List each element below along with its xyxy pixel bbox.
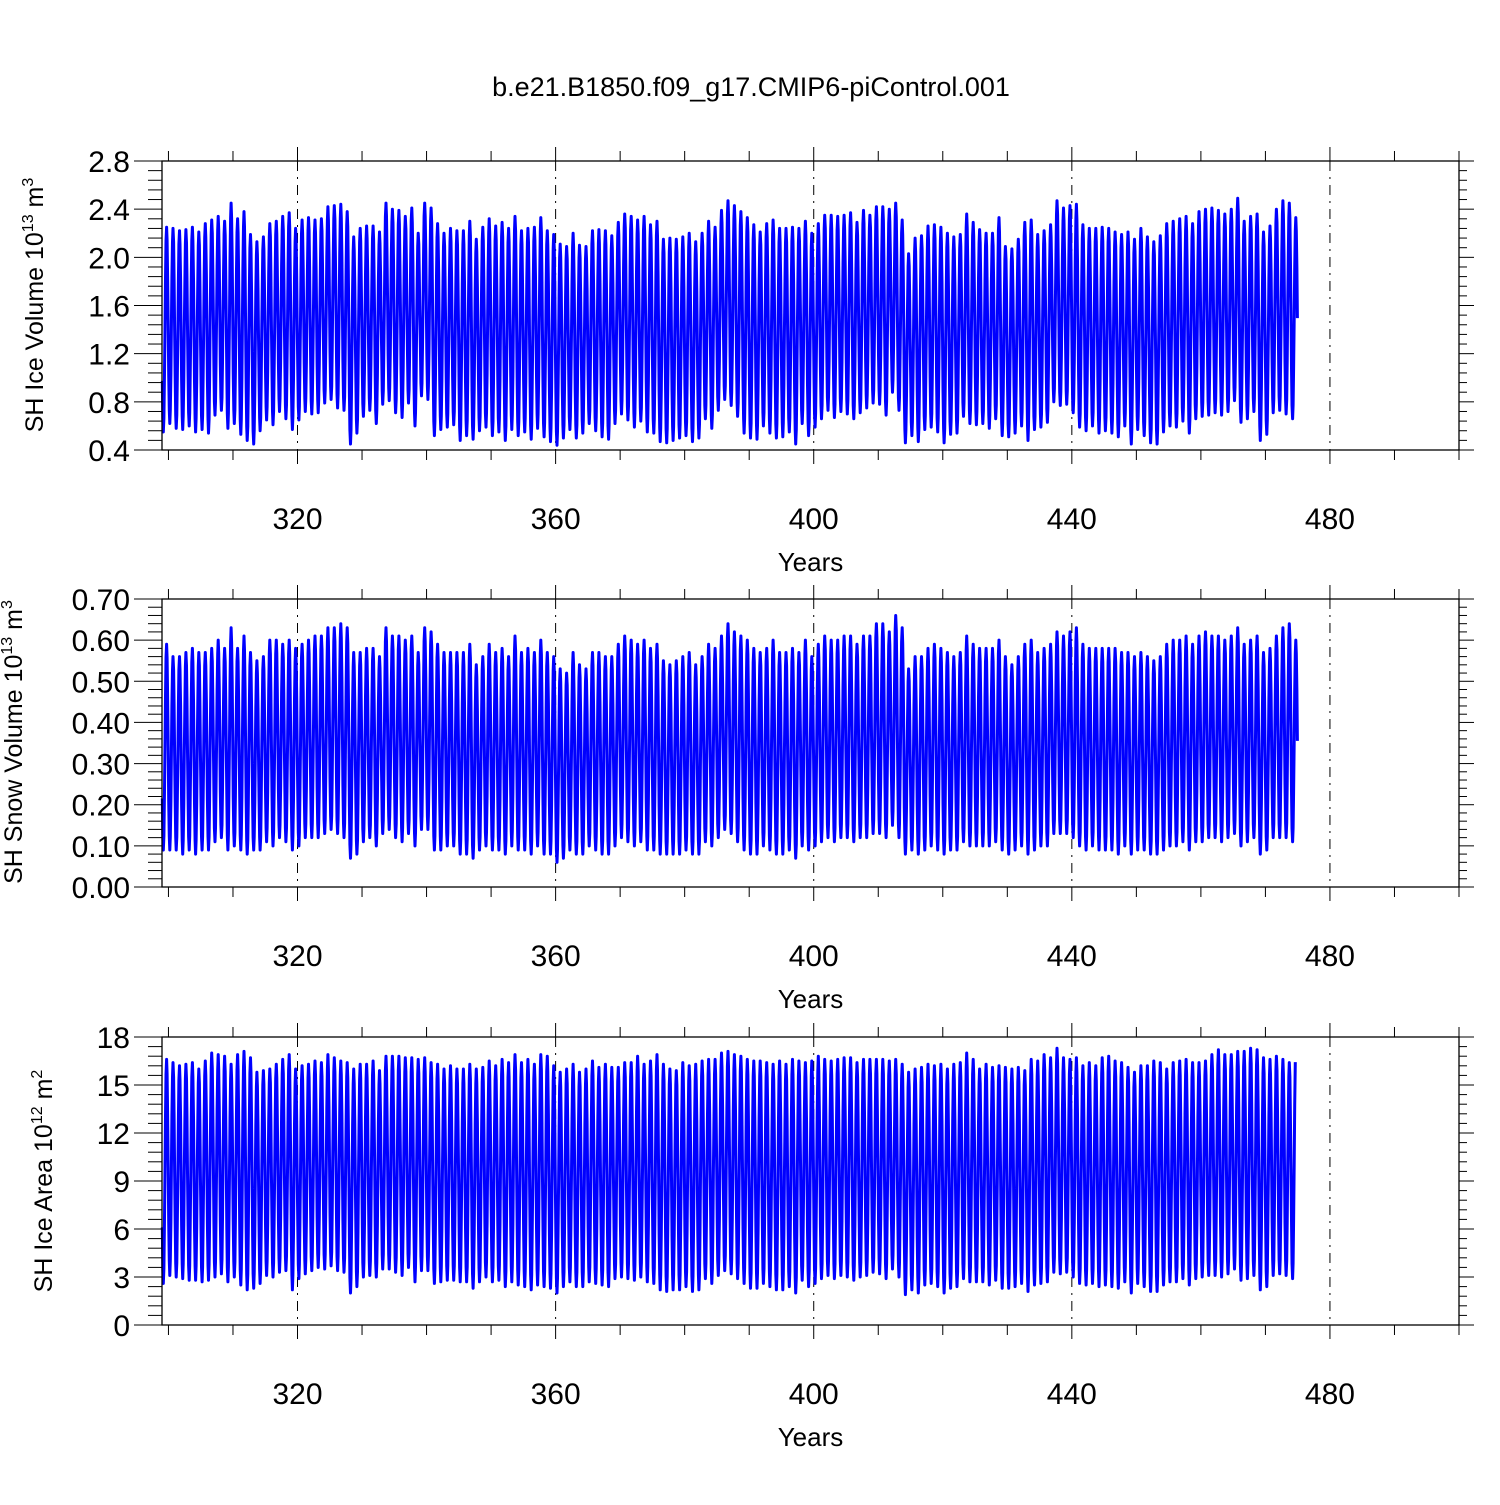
y-axis-label-unit-exponent: 3: [20, 178, 37, 187]
panel-sh-ice-area: 0 3 6 9 12 15 18 320 360 400 440 480 Years SH Ice Are…: [29, 1022, 1474, 1452]
y-tick-label: 9: [113, 1166, 130, 1199]
y-tick-label: 2.4: [88, 194, 130, 227]
x-tick-label: 360: [531, 503, 581, 536]
x-tick-label: 320: [272, 1378, 322, 1411]
y-axis-label-main: SH Snow Volume 10: [0, 655, 28, 884]
y-tick-label: 0.8: [88, 387, 130, 420]
y-axis-label-main: SH Ice Volume 10: [21, 232, 49, 432]
x-tick-label: 320: [272, 503, 322, 536]
data-series-line: [160, 614, 1299, 864]
x-tick-label: 400: [789, 503, 839, 536]
y-axis-label-exponent: 12: [29, 1106, 46, 1124]
x-tick-label: 440: [1047, 503, 1097, 536]
panel-sh-snow-volume: 0.00 0.10 0.20 0.30 0.40 0.50 0.60 0.70 320 360 40…: [0, 584, 1474, 1014]
y-tick-label: 0.10: [72, 831, 130, 864]
y-tick-label: 0.40: [72, 707, 130, 740]
x-tick-label: 400: [789, 940, 839, 973]
y-tick-label: 2.0: [88, 242, 130, 275]
y-axis-label-unit: m: [21, 187, 49, 215]
x-tick-label: 320: [272, 940, 322, 973]
y-tick-label: 0.4: [88, 435, 130, 468]
figure-title: b.e21.B1850.f09_g17.CMIP6-piControl.001: [492, 72, 1010, 102]
x-tick-label: 480: [1305, 503, 1355, 536]
x-tick-label: 480: [1305, 1378, 1355, 1411]
y-axis-label-exponent: 13: [20, 214, 37, 232]
y-axis-label-unit-exponent: 2: [29, 1070, 46, 1079]
y-tick-label: 1.2: [88, 339, 130, 372]
y-tick-label: 18: [97, 1022, 130, 1055]
x-tick-label: 440: [1047, 1378, 1097, 1411]
x-axis-label: Years: [778, 1422, 844, 1452]
y-axis-label-unit: m: [30, 1079, 58, 1107]
y-tick-label: 0.60: [72, 625, 130, 658]
x-tick-label: 400: [789, 1378, 839, 1411]
y-axis-label-unit: m: [0, 609, 28, 637]
y-tick-label: 0.50: [72, 666, 130, 699]
y-tick-label: 6: [113, 1214, 130, 1247]
x-tick-label: 480: [1305, 940, 1355, 973]
data-series-line: [160, 1046, 1297, 1297]
y-axis-label-main: SH Ice Area 10: [30, 1124, 58, 1292]
y-axis-label: SH Ice Volume 1013 m3: [20, 178, 49, 433]
y-axis-label-unit-exponent: 3: [0, 600, 16, 609]
y-tick-label: 1.6: [88, 291, 130, 324]
y-tick-label: 3: [113, 1262, 130, 1295]
panel-sh-ice-volume: 0.4 0.8 1.2 1.6 2.0 2.4 2.8 320 360 400 440 480 Year…: [20, 146, 1474, 577]
x-axis-label: Years: [778, 547, 844, 577]
y-tick-label: 0.00: [72, 872, 130, 905]
y-tick-label: 12: [97, 1118, 130, 1151]
y-tick-label: 0.70: [72, 584, 130, 617]
y-tick-label: 0.20: [72, 790, 130, 823]
y-axis-label-exponent: 13: [0, 637, 16, 655]
x-tick-label: 440: [1047, 940, 1097, 973]
plot-frame: [161, 598, 1460, 888]
x-tick-label: 360: [531, 940, 581, 973]
y-tick-label: 0: [113, 1310, 130, 1343]
y-tick-label: 15: [97, 1070, 130, 1103]
x-tick-label: 360: [531, 1378, 581, 1411]
y-axis-label: SH Snow Volume 1013 m3: [0, 600, 28, 884]
x-axis-label: Years: [778, 984, 844, 1014]
y-tick-label: 0.30: [72, 749, 130, 782]
data-series-line: [160, 196, 1299, 447]
y-axis-label: SH Ice Area 1012 m2: [29, 1070, 58, 1293]
y-tick-label: 2.8: [88, 146, 130, 179]
